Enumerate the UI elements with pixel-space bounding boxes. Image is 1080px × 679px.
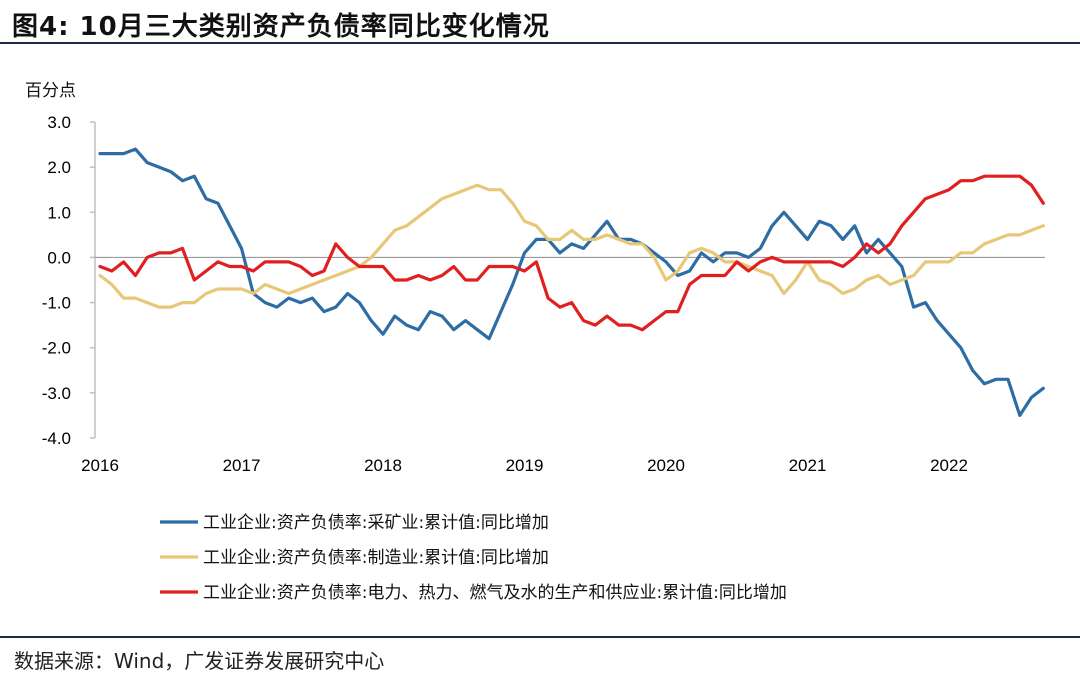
y-tick-label: -2.0 <box>42 339 71 358</box>
y-tick-label: 1.0 <box>47 203 71 222</box>
x-tick-label: 2021 <box>789 456 827 475</box>
x-tick-label: 2016 <box>81 456 119 475</box>
x-tick-label: 2019 <box>506 456 544 475</box>
source-note: 数据来源：Wind，广发证券发展研究中心 <box>14 649 385 673</box>
y-tick-label: 2.0 <box>47 158 71 177</box>
series-line-2 <box>98 183 1045 309</box>
figure-header: 图4: 10月三大类别资产负债率同比变化情况 <box>0 0 1080 44</box>
y-tick-label: -4.0 <box>42 429 71 448</box>
y-tick-label: 0.0 <box>47 248 71 267</box>
axis-layer: 3.0 2.0 1.0 0.0 -1.0 -2.0 -3.0 -4.0 2016 2017 2018… <box>42 113 1045 475</box>
y-tick-label: 3.0 <box>47 113 71 132</box>
legend-label-2: 工业企业:资产负债率:制造业:累计值:同比增加 <box>203 548 549 568</box>
line-chart: 3.0 2.0 1.0 0.0 -1.0 -2.0 -3.0 -4.0 2016 2017 2018… <box>42 113 1045 603</box>
y-tick-label: -3.0 <box>42 384 71 403</box>
x-tick-label: 2018 <box>364 456 402 475</box>
x-tick-label: 2020 <box>647 456 685 475</box>
legend-label-1: 工业企业:资产负债率:采矿业:累计值:同比增加 <box>203 513 549 533</box>
x-tick-label: 2017 <box>223 456 261 475</box>
series-layer <box>98 147 1045 417</box>
x-tick-label: 2022 <box>930 456 968 475</box>
legend-label-3: 工业企业:资产负债率:电力、热力、燃气及水的生产和供应业:累计值:同比增加 <box>203 583 787 603</box>
figure-title: 图4: 10月三大类别资产负债率同比变化情况 <box>12 12 550 42</box>
footer-divider <box>0 636 1080 638</box>
y-axis-unit-label: 百分点 <box>25 81 76 101</box>
series-line-3 <box>98 174 1045 332</box>
series-line-1 <box>98 147 1045 417</box>
y-tick-label: -1.0 <box>42 294 71 313</box>
legend: 工业企业:资产负债率:采矿业:累计值:同比增加工业企业:资产负债率:制造业:累计… <box>160 513 787 603</box>
